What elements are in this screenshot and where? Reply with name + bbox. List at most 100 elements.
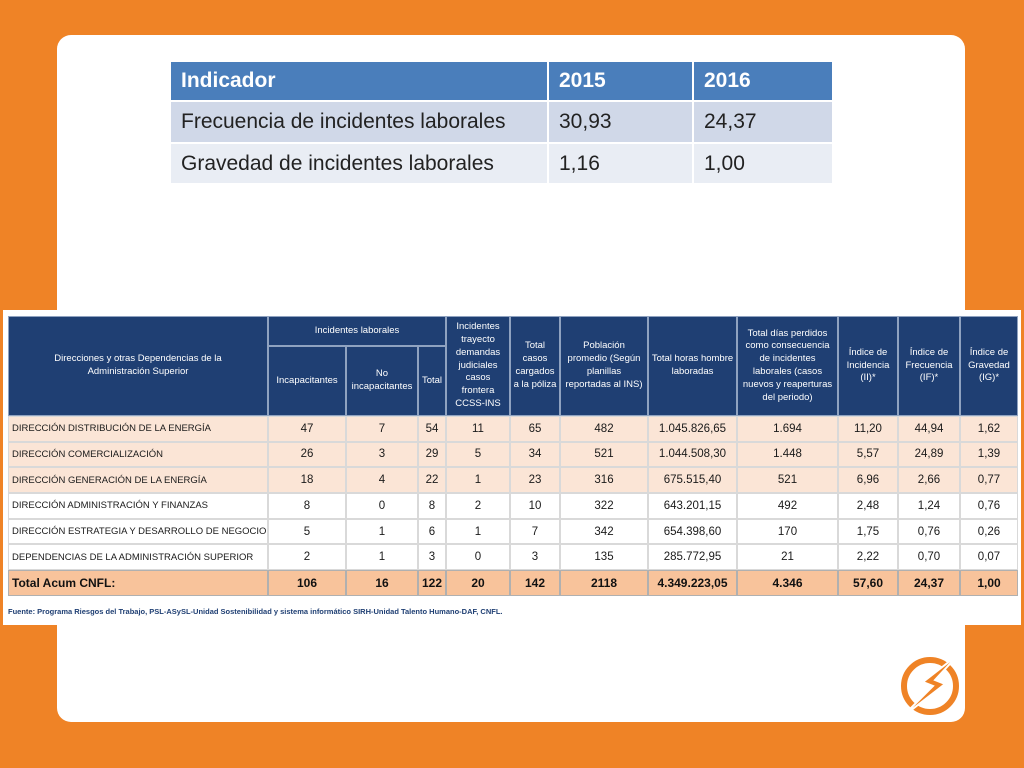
- table-cell: 8: [268, 493, 346, 519]
- header-cell: Total días perdidos como consecuencia de…: [737, 316, 838, 416]
- table-cell: DIRECCIÓN GENERACIÓN DE LA ENERGÍA: [8, 467, 268, 493]
- header-cell: Total: [418, 346, 446, 416]
- table-cell: 135: [560, 544, 648, 570]
- total-cell: 4.346: [737, 570, 838, 596]
- table-cell: 1.694: [737, 416, 838, 442]
- table-cell: 322: [560, 493, 648, 519]
- table-cell: 18: [268, 467, 346, 493]
- table-cell: 5,57: [838, 441, 898, 468]
- total-cell: 57,60: [838, 570, 898, 596]
- total-cell: 4.349.223,05: [648, 570, 737, 596]
- table-cell: 170: [737, 518, 838, 545]
- table-cell: 2,66: [898, 467, 960, 493]
- table-cell: 643.201,15: [648, 493, 737, 519]
- total-cell: 16: [346, 570, 418, 596]
- table-cell: 6,96: [838, 467, 898, 493]
- table-cell: 10: [510, 493, 560, 519]
- table-cell: 342: [560, 518, 648, 545]
- table-cell: 24,37: [693, 101, 833, 143]
- table-cell: 0: [346, 493, 418, 519]
- table-cell: 3: [510, 544, 560, 570]
- table-cell: 7: [510, 518, 560, 545]
- table-cell: 44,94: [898, 416, 960, 442]
- table-cell: 2: [268, 544, 346, 570]
- total-cell: 24,37: [898, 570, 960, 596]
- table-cell: 1: [346, 544, 418, 570]
- table-cell: DIRECCIÓN ESTRATEGIA Y DESARROLLO DE NEG…: [8, 518, 268, 545]
- table-cell: 1,24: [898, 493, 960, 519]
- table-cell: 5: [446, 441, 510, 468]
- table-cell: 0,76: [898, 518, 960, 545]
- header-cell: Total casos cargados a la póliza: [510, 316, 560, 416]
- table-cell: 316: [560, 467, 648, 493]
- table-cell: 11: [446, 416, 510, 442]
- table-cell: 0,07: [960, 544, 1018, 570]
- table-cell: 5: [268, 518, 346, 545]
- table-cell: 2,22: [838, 544, 898, 570]
- total-cell: 106: [268, 570, 346, 596]
- total-cell: 2118: [560, 570, 648, 596]
- table-cell: DEPENDENCIAS DE LA ADMINISTRACIÓN SUPERI…: [8, 544, 268, 570]
- table-cell: 4: [346, 467, 418, 493]
- table-cell: 1,16: [548, 143, 693, 184]
- table-cell: 654.398,60: [648, 518, 737, 545]
- table-cell: 1.448: [737, 441, 838, 468]
- table-cell: 0,77: [960, 467, 1018, 493]
- total-cell: 122: [418, 570, 446, 596]
- table-cell: 285.772,95: [648, 544, 737, 570]
- table-cell: 23: [510, 467, 560, 493]
- table-cell: 47: [268, 416, 346, 442]
- table-cell: 1.044.508,30: [648, 441, 737, 468]
- table-cell: 6: [418, 518, 446, 545]
- header-cell: Índice de Frecuencia (IF)*: [898, 316, 960, 416]
- table-cell: DIRECCIÓN COMERCIALIZACIÓN: [8, 441, 268, 468]
- table-cell: 2,48: [838, 493, 898, 519]
- table-cell: DIRECCIÓN ADMINISTRACIÓN Y FINANZAS: [8, 493, 268, 519]
- table-cell: 1: [446, 467, 510, 493]
- table-cell: 24,89: [898, 441, 960, 468]
- table-cell: 1: [346, 518, 418, 545]
- header-cell: Incapacitantes: [268, 346, 346, 416]
- table-cell: DIRECCIÓN DISTRIBUCIÓN DE LA ENERGÍA: [8, 416, 268, 442]
- logo: [900, 653, 960, 719]
- table-cell: 34: [510, 441, 560, 468]
- table-cell: 1: [446, 518, 510, 545]
- table-cell: 3: [346, 441, 418, 468]
- header-cell: Población promedio (Según planillas repo…: [560, 316, 648, 416]
- table-cell: 11,20: [838, 416, 898, 442]
- header-cell: Total horas hombre laboradas: [648, 316, 737, 416]
- table-cell: Gravedad de incidentes laborales: [170, 143, 548, 184]
- header-cell: Direcciones y otras Dependencias de la A…: [8, 316, 268, 416]
- table-cell: 0,70: [898, 544, 960, 570]
- table-cell: 521: [560, 441, 648, 468]
- table-cell: 8: [418, 493, 446, 519]
- table-cell: 54: [418, 416, 446, 442]
- table-cell: 2: [446, 493, 510, 519]
- total-cell: 20: [446, 570, 510, 596]
- table-cell: 22: [418, 467, 446, 493]
- header-cell: Índice de Incidencia (II)*: [838, 316, 898, 416]
- header-cell: No incapacitantes: [346, 346, 418, 416]
- header-cell: Incidentes trayecto demandas judiciales …: [446, 316, 510, 416]
- header-cell: 2016: [693, 61, 833, 101]
- header-cell: 2015: [548, 61, 693, 101]
- table-cell: 7: [346, 416, 418, 442]
- total-cell: 1,00: [960, 570, 1018, 596]
- table-cell: 482: [560, 416, 648, 442]
- table-cell: 30,93: [548, 101, 693, 143]
- header-cell: Indicador: [170, 61, 548, 101]
- total-cell: 142: [510, 570, 560, 596]
- table-cell: 1,00: [693, 143, 833, 184]
- table-cell: 1,39: [960, 441, 1018, 468]
- table-cell: 1,75: [838, 518, 898, 545]
- table-cell: 26: [268, 441, 346, 468]
- footnote: Fuente: Programa Riesgos del Trabajo, PS…: [8, 606, 503, 616]
- table-cell: 0,76: [960, 493, 1018, 519]
- table-cell: 1.045.826,65: [648, 416, 737, 442]
- table-cell: Frecuencia de incidentes laborales: [170, 101, 548, 143]
- total-cell: Total Acum CNFL:: [8, 570, 268, 596]
- table-cell: 492: [737, 493, 838, 519]
- header-cell: Índice de Gravedad (IG)*: [960, 316, 1018, 416]
- table-cell: 0: [446, 544, 510, 570]
